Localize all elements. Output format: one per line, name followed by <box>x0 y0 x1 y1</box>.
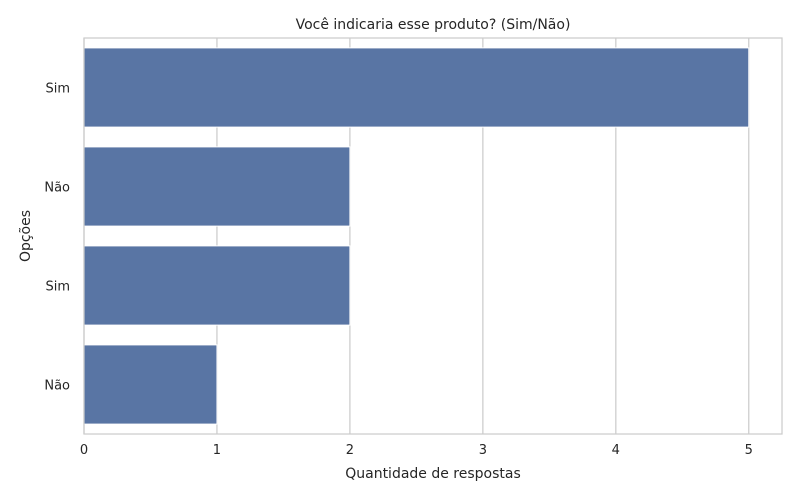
x-tick-label: 5 <box>745 443 753 458</box>
bar <box>83 146 351 227</box>
y-tick-label: Sim <box>45 280 70 295</box>
plot-frame <box>83 37 783 435</box>
y-axis-label: Opções <box>18 210 34 262</box>
x-tick-label: 2 <box>346 443 354 458</box>
x-tick-label: 3 <box>479 443 487 458</box>
bar <box>83 245 351 326</box>
y-tick-label: Não <box>44 181 70 196</box>
x-tick-label: 1 <box>213 443 221 458</box>
y-tick-label: Não <box>44 379 70 394</box>
bar-layer <box>83 47 750 425</box>
bar <box>83 47 750 128</box>
tick-layer: 0 1 2 3 4 5 Sim Não Sim Não <box>44 82 753 459</box>
x-axis-label: Quantidade de respostas <box>345 466 521 482</box>
bar <box>83 344 218 425</box>
x-tick-label: 4 <box>612 443 620 458</box>
x-tick-label: 0 <box>80 443 88 458</box>
chart-title: Você indicaria esse produto? (Sim/Não) <box>296 17 571 33</box>
y-tick-label: Sim <box>45 82 70 97</box>
